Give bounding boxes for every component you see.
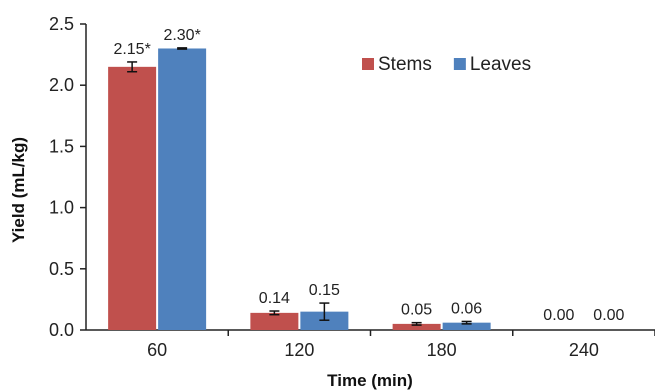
data-label: 2.15* (113, 41, 150, 58)
data-label: 0.15 (309, 282, 340, 299)
y-tick-label: 0.0 (49, 320, 74, 340)
x-tick-label: 180 (427, 340, 457, 360)
bar-stems (250, 312, 299, 330)
bar-leaves (158, 48, 207, 330)
bar-leaves (442, 322, 491, 330)
y-tick-label: 1.0 (49, 198, 74, 218)
y-tick-label: 2.0 (49, 75, 74, 95)
legend-label-leaves: Leaves (470, 54, 531, 75)
y-axis-title-group: Yield (mL/kg) (9, 137, 28, 243)
legend: Stems Leaves (362, 54, 531, 75)
y-tick-label: 0.5 (49, 259, 74, 279)
legend-label-stems: Stems (378, 54, 432, 75)
data-label: 0.00 (543, 307, 574, 324)
x-axis-title: Time (min) (327, 371, 413, 390)
legend-swatch-stems (362, 58, 374, 70)
data-label: 0.06 (451, 300, 482, 317)
data-label: 0.14 (259, 290, 290, 307)
legend-swatch-leaves (453, 58, 466, 70)
bar-stems (108, 66, 157, 330)
plot-area: 0.0 0.5 1.0 1.5 2.0 2.5 60 2.15* 2.30* 120 0.14 0.1… (49, 14, 655, 360)
y-axis-title: Yield (mL/kg) (9, 137, 28, 243)
y-tick-label: 2.5 (49, 14, 74, 34)
x-tick-label: 60 (147, 340, 167, 360)
bar-stems (392, 323, 441, 330)
x-tick-label: 240 (569, 340, 599, 360)
data-label: 0.00 (593, 307, 624, 324)
x-tick-label: 120 (284, 340, 314, 360)
data-label: 0.05 (401, 302, 432, 319)
data-label: 2.30* (163, 27, 200, 44)
y-tick-label: 1.5 (49, 136, 74, 156)
